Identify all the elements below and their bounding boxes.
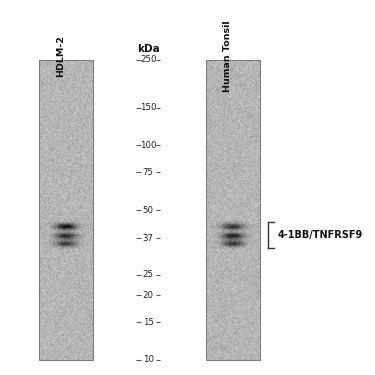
Text: 100: 100 xyxy=(140,141,156,150)
Text: 10: 10 xyxy=(142,356,154,364)
Text: 4-1BB/TNFRSF9: 4-1BB/TNFRSF9 xyxy=(278,230,363,240)
Bar xyxy=(39,60,93,360)
Text: 150: 150 xyxy=(140,103,156,112)
Text: Human Tonsil: Human Tonsil xyxy=(224,20,232,92)
Text: 37: 37 xyxy=(142,234,154,243)
Text: 25: 25 xyxy=(142,270,154,279)
Text: kDa: kDa xyxy=(137,44,159,54)
Text: 50: 50 xyxy=(142,206,154,214)
Bar xyxy=(206,60,260,360)
Text: 75: 75 xyxy=(142,168,154,177)
Text: 20: 20 xyxy=(142,291,154,300)
Text: 15: 15 xyxy=(142,318,154,327)
Text: 250: 250 xyxy=(140,56,156,64)
Text: HDLM-2: HDLM-2 xyxy=(57,35,66,77)
